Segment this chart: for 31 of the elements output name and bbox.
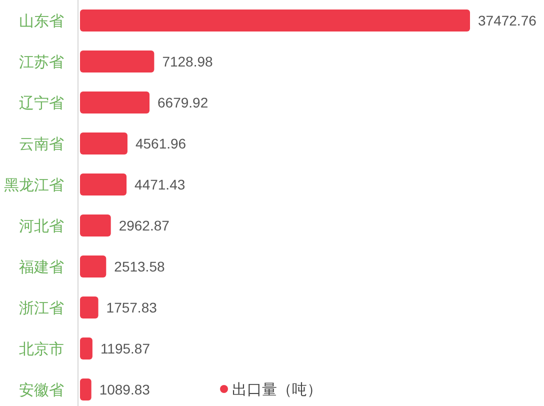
legend-label: 出口量（吨） [232,380,322,398]
data-label: 1089.83 [99,381,150,398]
bar [80,296,98,318]
bar [80,132,128,154]
data-label: 1757.83 [106,299,158,316]
bar [80,92,150,114]
y-tick-label: 北京市 [19,340,64,358]
data-label: 2513.58 [114,258,165,274]
y-tick-label: 云南省 [19,134,64,153]
y-tick-label: 山东省 [19,12,64,30]
bar [80,10,470,32]
data-label: 37472.76 [478,12,537,28]
y-tick-label: 浙江省 [19,298,64,317]
data-label: 1195.87 [100,340,150,356]
bar [80,214,111,236]
bar [80,338,92,360]
data-label: 6679.92 [158,94,208,110]
bar [80,174,127,196]
data-label: 4561.96 [135,135,186,152]
data-label: 7128.98 [162,53,214,70]
y-tick-label: 河北省 [19,216,64,235]
bar [80,50,154,72]
data-label: 2962.87 [118,217,170,234]
y-tick-label: 江苏省 [19,52,64,71]
data-label: 4471.43 [134,176,186,192]
bar [80,378,92,400]
y-tick-label: 黑龙江省 [4,176,64,194]
y-tick-label: 辽宁省 [19,94,64,112]
bar [80,256,106,278]
y-tick-label: 福建省 [19,258,64,276]
y-tick-label: 安徽省 [19,380,64,399]
